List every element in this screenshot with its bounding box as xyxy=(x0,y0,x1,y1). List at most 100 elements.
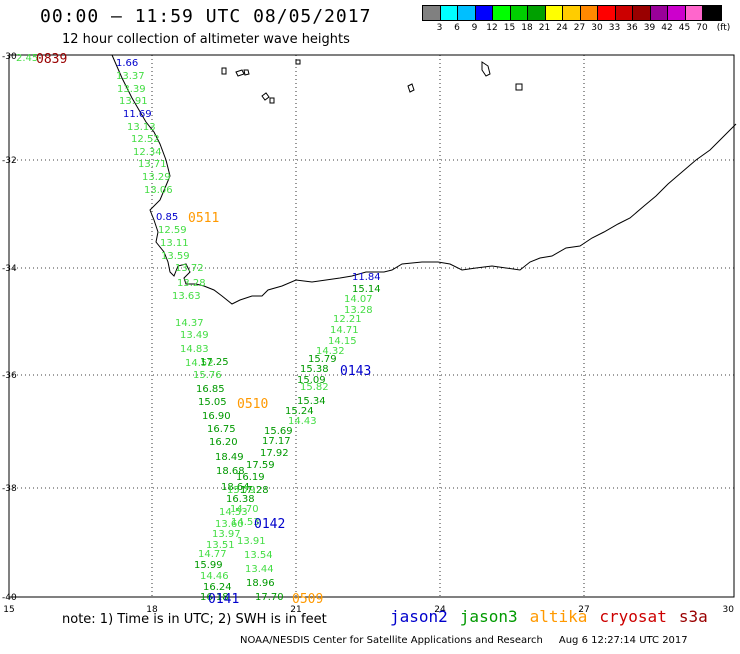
wave-height-value: 13.63 xyxy=(172,291,201,302)
legend-swatch xyxy=(668,6,686,20)
satellite-legend: jason2 jason3 altika cryosat s3a xyxy=(390,607,720,626)
legend-color-bar xyxy=(422,5,722,21)
wave-height-value: 16.75 xyxy=(207,424,236,435)
wave-height-value: 12.21 xyxy=(333,314,362,325)
legend-scale-label: 12 xyxy=(486,23,498,33)
wave-height-value: 11.84 xyxy=(352,272,381,283)
wave-height-value: 13.51 xyxy=(206,540,235,551)
pass-time-label: 0141 xyxy=(208,592,239,607)
wave-height-value: 17.59 xyxy=(246,460,275,471)
legend-swatch xyxy=(685,6,703,20)
legend-scale-label: 24 xyxy=(556,23,568,33)
wave-height-value: 13.71 xyxy=(138,159,167,170)
legend-scale-label: 18 xyxy=(521,23,533,33)
wave-height-value: 18.49 xyxy=(215,452,244,463)
legend-swatch xyxy=(510,6,528,20)
legend-scale-label: 27 xyxy=(573,23,586,33)
wave-height-value: 14.15 xyxy=(328,336,357,347)
legend-scale-label: 30 xyxy=(591,23,603,33)
wave-height-value: 17.17 xyxy=(262,436,291,447)
wave-height-value: 13.06 xyxy=(144,185,173,196)
wave-height-value: 14.32 xyxy=(316,346,345,357)
wave-height-value: 15.79 xyxy=(227,485,256,496)
latitude-label: -40 xyxy=(2,593,17,603)
legend-scale-label: 45 xyxy=(678,23,691,33)
wave-height-value: 2.45 xyxy=(16,53,38,64)
legend-scale-label: 42 xyxy=(661,23,673,33)
wave-height-value: 14.77 xyxy=(198,549,227,560)
wave-height-value: 14.46 xyxy=(200,571,229,582)
wave-height-value: 17.28 xyxy=(240,485,269,496)
legend-swatch xyxy=(475,6,493,20)
legend-scale-label: 36 xyxy=(626,23,638,33)
graticule: 15 18 21 24 27 30 -30 -32 -34 -36 -38 -40 xyxy=(2,52,734,615)
coastline xyxy=(111,54,737,305)
wave-height-value: 14.37 xyxy=(175,318,204,329)
longitude-label: 24 xyxy=(434,605,446,615)
wave-height-value: 17.25 xyxy=(200,357,229,368)
wave-height-value: 13.49 xyxy=(180,330,209,341)
wave-height-value: 13.59 xyxy=(161,251,190,262)
wave-height-value: 15.34 xyxy=(297,396,326,407)
longitude-label: 15 xyxy=(3,605,14,615)
footnote: note: 1) Time is in UTC; 2) SWH is in fe… xyxy=(62,612,327,627)
wave-height-value: 14.43 xyxy=(288,416,317,427)
legend-swatch xyxy=(528,6,546,20)
wave-height-value: 15.82 xyxy=(300,382,329,393)
wave-height-value: 16.90 xyxy=(202,411,231,422)
wave-height-value: 15.69 xyxy=(264,426,293,437)
wave-height-value: 14.52 xyxy=(185,358,214,369)
wave-height-value: 13.54 xyxy=(244,550,273,561)
legend-swatch xyxy=(493,6,511,20)
wave-height-value: 13.28 xyxy=(344,305,373,316)
wave-height-value: 14.70 xyxy=(230,504,259,515)
wave-height-value: 16.24 xyxy=(203,582,232,593)
pass-time-label: 0509 xyxy=(292,592,323,607)
legend-swatch xyxy=(458,6,476,20)
wave-height-value: 12.52 xyxy=(131,134,160,145)
wave-height-value: 15.38 xyxy=(300,364,329,375)
longitude-label: 30 xyxy=(723,605,735,615)
wave-height-value: 16.18 xyxy=(200,592,229,603)
wave-height-value: 16.38 xyxy=(226,494,255,505)
wave-height-value: 16.20 xyxy=(209,437,238,448)
page-subtitle: 12 hour collection of altimeter wave hei… xyxy=(62,32,350,47)
legend-swatch xyxy=(703,6,721,20)
latitude-label: -34 xyxy=(2,264,17,274)
longitude-label: 27 xyxy=(578,605,589,615)
pass-time-label: 0839 xyxy=(36,52,67,67)
wave-height-value: 15.76 xyxy=(193,370,222,381)
wave-height-value: 12.59 xyxy=(158,225,187,236)
wave-height-value: 13.37 xyxy=(116,71,145,82)
credit-org: NOAA/NESDIS Center for Satellite Applica… xyxy=(240,635,543,646)
legend-swatch xyxy=(633,6,651,20)
wave-height-value: 1.66 xyxy=(116,58,138,69)
wave-height-value: 16.19 xyxy=(236,472,265,483)
legend-swatch xyxy=(563,6,581,20)
legend-scale-label: 70 xyxy=(696,23,708,33)
credit-timestamp: Aug 6 12:27:14 UTC 2017 xyxy=(558,635,688,646)
legend-scale-label: 33 xyxy=(608,23,621,33)
wave-height-value: 16.85 xyxy=(196,384,225,395)
satellite-legend-item: s3a xyxy=(678,607,708,626)
legend-scale-label: 9 xyxy=(471,23,478,33)
wave-height-value: 0.85 xyxy=(156,212,178,223)
wave-height-value: 14.83 xyxy=(180,344,209,355)
wave-height-value: 13.60 xyxy=(215,519,244,530)
longitude-label: 18 xyxy=(146,605,158,615)
legend-swatch xyxy=(545,6,563,20)
pass-time-label: 0143 xyxy=(340,364,371,379)
wave-height-value: 15.79 xyxy=(308,354,337,365)
wave-height-value: 15.05 xyxy=(198,397,227,408)
wave-height-value: 15.24 xyxy=(285,406,314,417)
page-title: 00:00 – 11:59 UTC 08/05/2017 xyxy=(40,6,372,27)
credit-line: NOAA/NESDIS Center for Satellite Applica… xyxy=(240,635,688,646)
wave-height-value: 11.69 xyxy=(123,109,152,120)
wave-height-value: 12.34 xyxy=(133,147,162,158)
wave-height-value: 15.14 xyxy=(352,284,381,295)
wave-height-value: 17.92 xyxy=(260,448,289,459)
legend-scale-label: (ft) xyxy=(716,23,731,33)
legend-scale-label: 3 xyxy=(436,23,443,33)
